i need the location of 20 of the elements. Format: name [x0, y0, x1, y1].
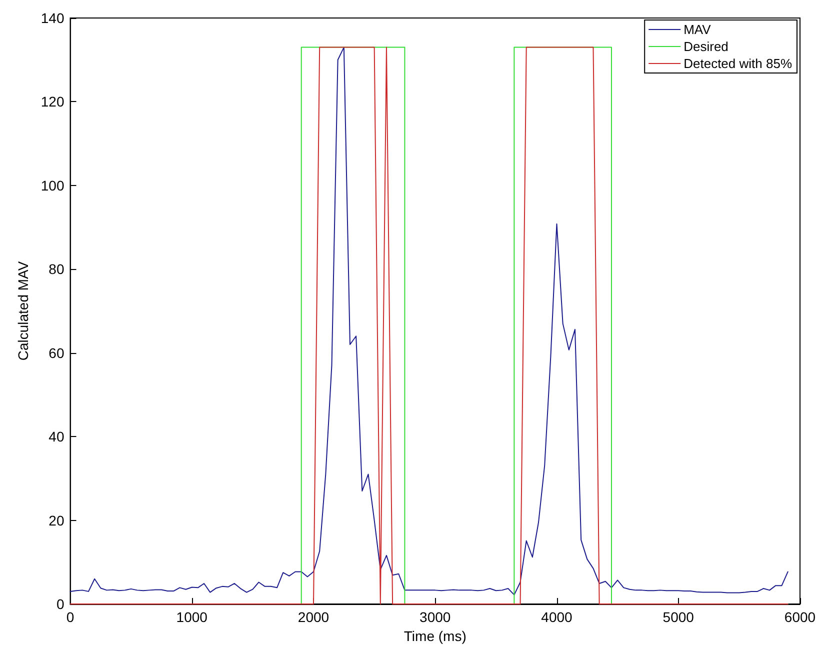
legend-label: MAV: [684, 22, 712, 37]
x-tick-label: 1000: [176, 609, 208, 625]
y-tick-label: 140: [40, 10, 64, 26]
y-tick-label: 80: [48, 261, 64, 278]
y-tick-label: 60: [48, 344, 64, 361]
x-tick-label: 5000: [662, 609, 694, 625]
y-axis-title: Calculated MAV: [15, 260, 31, 361]
x-axis-title: Time (ms): [404, 628, 466, 644]
y-tick-label: 0: [56, 596, 64, 612]
x-tick-label: 6000: [784, 609, 816, 625]
legend-label: Detected with 85%: [684, 56, 792, 71]
y-tick-label: 100: [40, 177, 64, 194]
legend-label: Desired: [684, 39, 728, 54]
x-tick-label: 0: [66, 609, 74, 625]
x-tick-label: 2000: [298, 609, 330, 625]
x-tick-label: 4000: [541, 609, 573, 625]
y-tick-label: 40: [48, 428, 64, 445]
x-tick-label: 3000: [420, 609, 451, 625]
y-tick-label: 120: [40, 94, 64, 110]
y-tick-label: 20: [48, 512, 64, 528]
